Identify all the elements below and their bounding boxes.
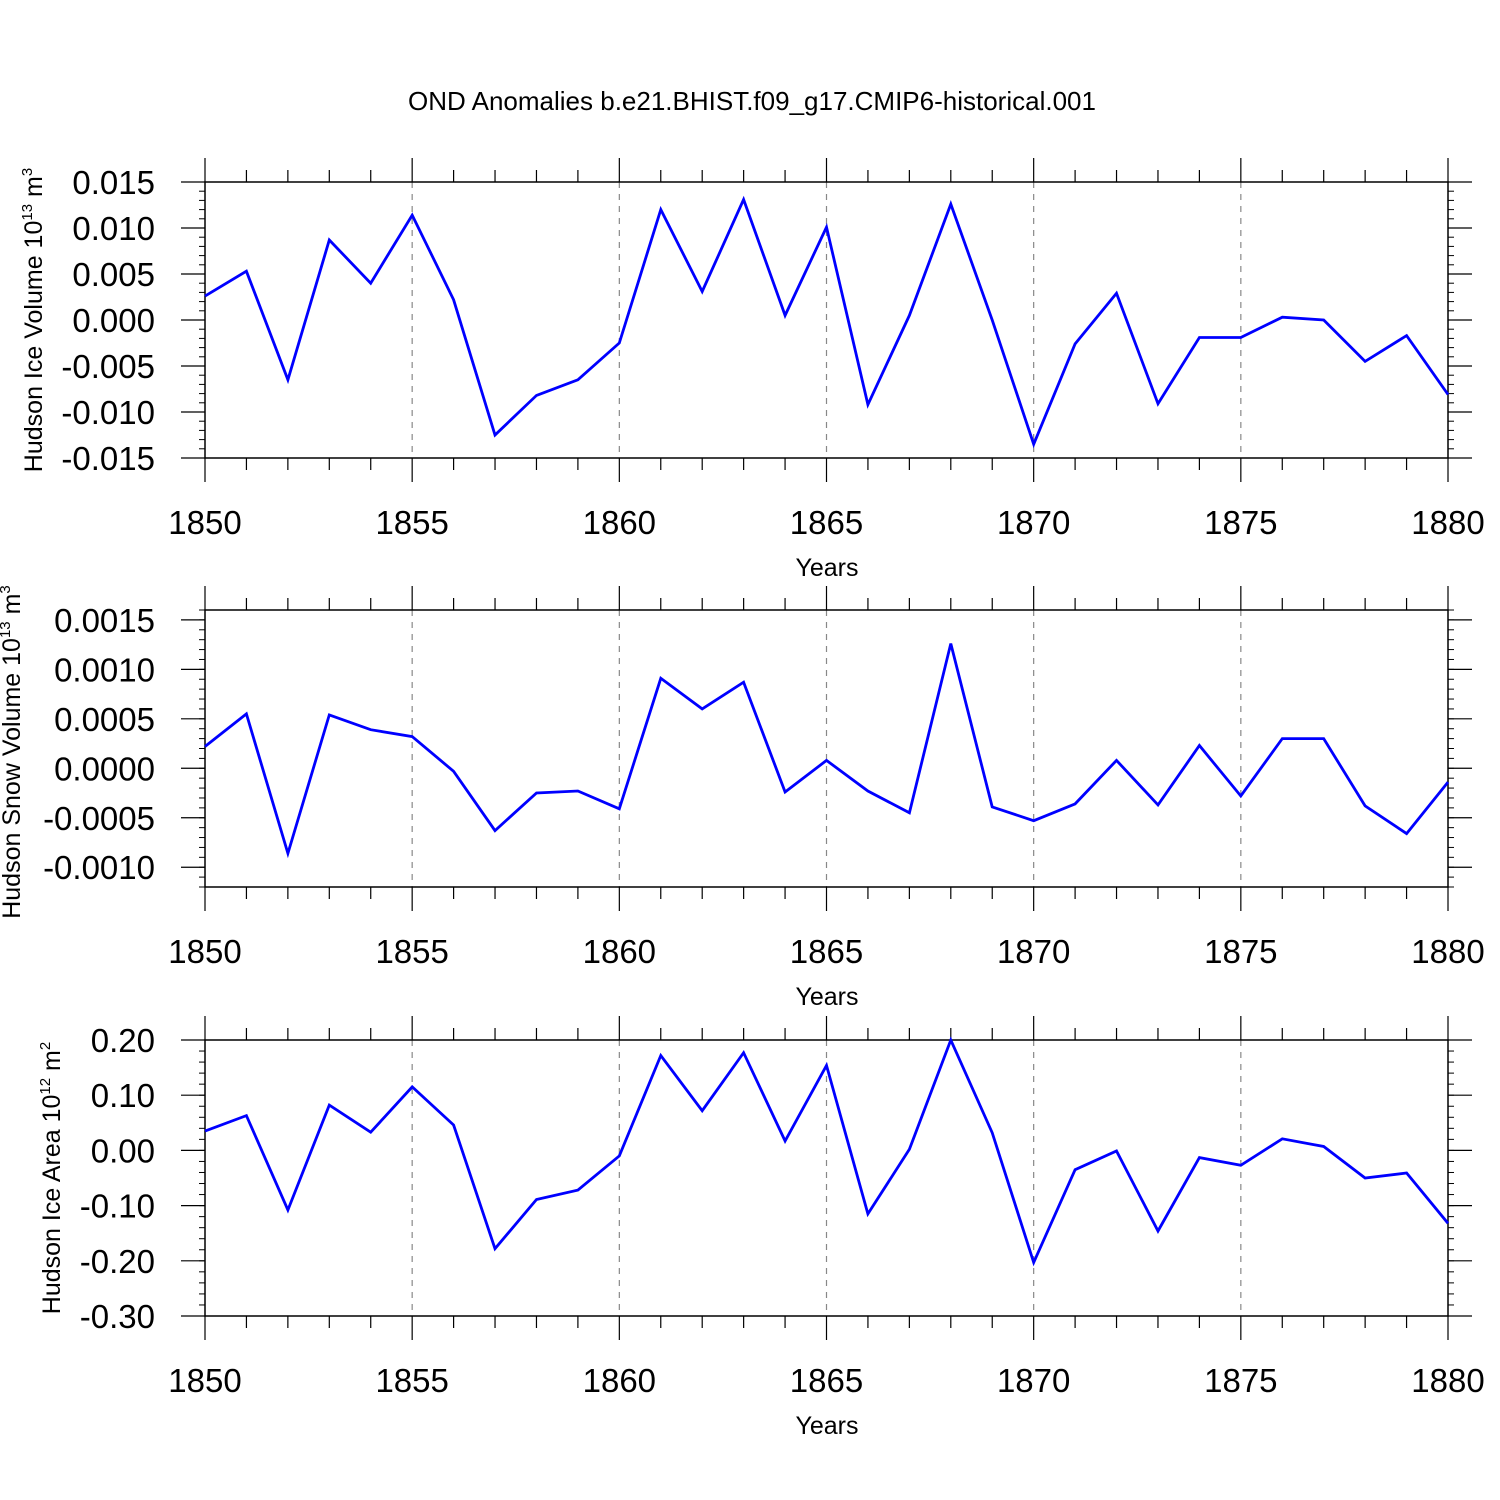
y-axis-label: Hudson Ice Volume 1013 m3 — [19, 168, 48, 472]
x-tick-label: 1860 — [583, 504, 656, 541]
y-tick-label: 0.0015 — [54, 602, 155, 639]
panel-ice-area: Hudson Ice Area 1012 m2 Years 1850 1855 18… — [37, 1016, 1485, 1440]
y-tick-label: 0.0005 — [54, 701, 155, 738]
x-tick-label: 1850 — [168, 933, 241, 970]
x-tick-label: 1865 — [790, 504, 863, 541]
y-tick-label: -0.0005 — [43, 800, 155, 837]
panel-snow-volume: Hudson Snow Volume 1013 m3 Years 1850 185… — [0, 585, 1485, 1011]
y-tick-label: -0.0010 — [43, 849, 155, 886]
y-tick-label: -0.005 — [61, 348, 155, 385]
series-line — [204, 1036, 1450, 1267]
x-tick-label: 1850 — [168, 1362, 241, 1399]
x-tick-label: 1875 — [1204, 504, 1277, 541]
y-tick-label: 0.010 — [72, 210, 155, 247]
panel-ice-volume: Hudson Ice Volume 1013 m3 Years 1850 1855… — [19, 158, 1485, 582]
x-tick-label: 1860 — [583, 1362, 656, 1399]
x-tick-label: 1865 — [790, 933, 863, 970]
x-tick-label: 1870 — [997, 933, 1070, 970]
x-tick-label: 1880 — [1411, 504, 1484, 541]
x-axis-label: Years — [795, 983, 858, 1011]
x-axis-label: Years — [795, 554, 858, 582]
y-tick-label: 0.0000 — [54, 750, 155, 787]
series-line — [204, 195, 1450, 449]
y-axis-label: Hudson Snow Volume 1013 m3 — [0, 585, 26, 919]
y-tick-label: 0.005 — [72, 256, 155, 293]
y-tick-label: -0.30 — [80, 1298, 155, 1335]
y-tick-label: -0.010 — [61, 394, 155, 431]
y-tick-label: -0.015 — [61, 440, 155, 477]
x-tick-label: 1880 — [1411, 1362, 1484, 1399]
x-tick-label: 1855 — [375, 933, 448, 970]
y-tick-label: -0.10 — [80, 1188, 155, 1225]
x-tick-label: 1860 — [583, 933, 656, 970]
x-tick-label: 1855 — [375, 1362, 448, 1399]
series-line — [204, 643, 1450, 859]
chart-title: OND Anomalies b.e21.BHIST.f09_g17.CMIP6-… — [408, 86, 1096, 116]
x-tick-label: 1855 — [375, 504, 448, 541]
x-tick-label: 1870 — [997, 504, 1070, 541]
y-tick-label: 0.015 — [72, 164, 155, 201]
x-tick-label: 1875 — [1204, 933, 1277, 970]
x-tick-label: 1850 — [168, 504, 241, 541]
x-axis-label: Years — [795, 1412, 858, 1440]
x-tick-label: 1865 — [790, 1362, 863, 1399]
y-axis-label: Hudson Ice Area 1012 m2 — [37, 1042, 66, 1314]
x-tick-label: 1870 — [997, 1362, 1070, 1399]
y-tick-label: 0.20 — [91, 1022, 155, 1059]
y-tick-label: 0.0010 — [54, 651, 155, 688]
y-tick-label: 0.10 — [91, 1077, 155, 1114]
x-tick-label: 1875 — [1204, 1362, 1277, 1399]
y-tick-label: -0.20 — [80, 1243, 155, 1280]
y-tick-label: 0.000 — [72, 302, 155, 339]
x-tick-label: 1880 — [1411, 933, 1484, 970]
y-tick-label: 0.00 — [91, 1132, 155, 1169]
